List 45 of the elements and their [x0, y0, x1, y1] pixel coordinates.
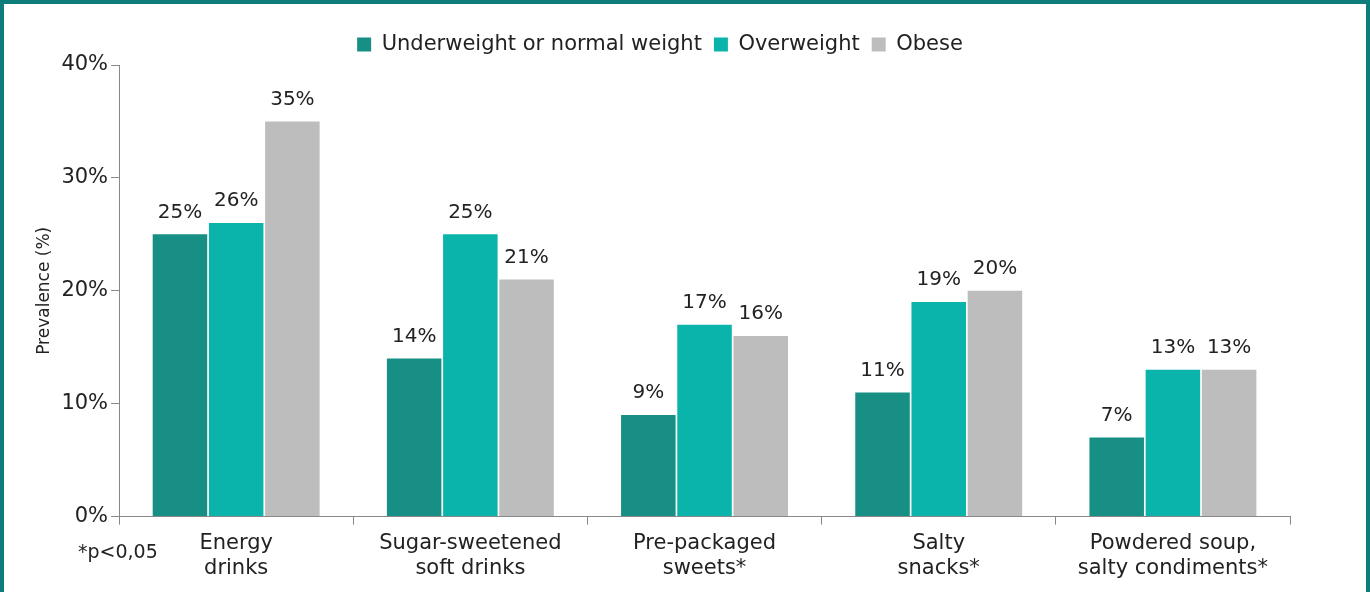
data-label: 20% [972, 255, 1018, 279]
bar [386, 358, 442, 517]
y-tick-label: 30% [61, 164, 109, 189]
bar [1145, 369, 1201, 517]
bar [677, 324, 732, 517]
legend-label: Underweight or normal weight [381, 30, 702, 55]
data-label: 26% [213, 187, 259, 212]
bar [855, 392, 910, 517]
data-label: 17% [682, 288, 727, 313]
data-label: 13% [1150, 334, 1196, 359]
x-tick-label: Salty snacks* [897, 529, 980, 579]
bar [621, 414, 676, 517]
x-tick-label: Pre-packaged sweets* [633, 529, 777, 579]
data-label: 13% [1206, 334, 1252, 359]
x-tick-label: Sugar-sweetened soft drinks [379, 529, 562, 579]
bar [911, 302, 966, 517]
y-tick-label: 20% [61, 277, 109, 302]
data-label: 35% [270, 85, 315, 110]
bar [499, 279, 554, 517]
data-label: 25% [448, 198, 493, 223]
bar [1201, 369, 1257, 517]
data-label: 7% [1100, 401, 1133, 426]
x-tick-label: Powdered soup, salty condiments* [1077, 529, 1269, 579]
bar [733, 335, 788, 517]
data-label: 21% [504, 243, 549, 268]
bar [152, 234, 208, 517]
y-axis-title: Prevalence (%) [32, 226, 53, 355]
text: *p<0,05 [78, 540, 158, 562]
bar [265, 121, 320, 517]
y-tick-label: 0% [74, 503, 109, 528]
data-label: 11% [860, 356, 905, 381]
data-label: 19% [916, 266, 961, 291]
data-label: 14% [391, 322, 437, 347]
y-tick-label: 40% [61, 51, 109, 76]
legend-label: Overweight [738, 30, 860, 55]
bar [443, 234, 498, 517]
bar [1089, 437, 1144, 517]
y-tick-label: 10% [61, 390, 109, 415]
bar [208, 223, 264, 517]
x-tick-label: Energy drinks [199, 529, 273, 579]
data-label: 16% [738, 300, 783, 325]
legend-label: Obese [896, 30, 963, 55]
bar [967, 290, 1023, 517]
data-label: 25% [157, 198, 203, 223]
data-label: 9% [632, 379, 665, 404]
